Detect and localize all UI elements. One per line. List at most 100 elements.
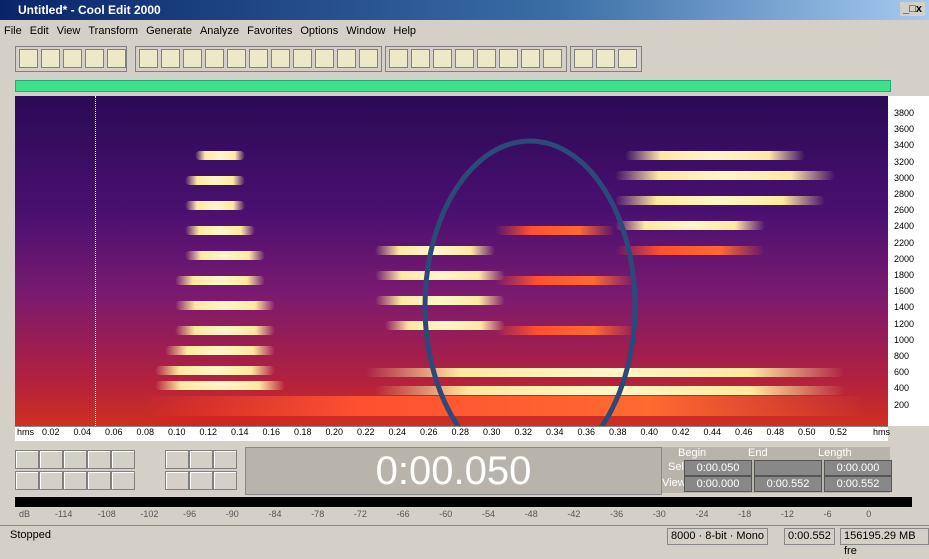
selection-header: Length	[818, 447, 852, 459]
zoom-left-button[interactable]	[189, 471, 213, 490]
window-controls[interactable]: _□x	[900, 2, 925, 16]
menu-item[interactable]: View	[57, 25, 81, 37]
zoom-out-button[interactable]	[189, 450, 213, 469]
toolbar-button[interactable]	[293, 49, 312, 68]
menu-item[interactable]: Analyze	[200, 25, 239, 37]
meter-label: -36	[610, 509, 623, 519]
meter-label: -60	[439, 509, 452, 519]
toolbar-button[interactable]	[85, 49, 104, 68]
forward-button[interactable]	[63, 471, 87, 490]
time-label: 0.08	[137, 427, 155, 437]
pause-button[interactable]	[63, 450, 87, 469]
go-start-button[interactable]	[15, 471, 39, 490]
toolbar-button[interactable]	[139, 49, 158, 68]
time-label: 0.50	[798, 427, 816, 437]
time-label: 0.02	[42, 427, 60, 437]
selection-header: Begin	[678, 447, 706, 459]
meter-scale: dB-114-108-102-96-90-84-78-72-66-60-54-4…	[15, 508, 912, 522]
status-length: 0:00.552	[784, 528, 835, 545]
toolbar-button[interactable]	[337, 49, 356, 68]
time-label: 0.46	[735, 427, 753, 437]
zoom-full-button[interactable]	[213, 450, 237, 469]
frequency-label: 400	[894, 383, 909, 393]
time-label: 0.20	[326, 427, 344, 437]
toolbar-button[interactable]	[521, 49, 540, 68]
status-free: 156195.29 MB fre	[840, 528, 929, 545]
record-button[interactable]	[111, 471, 135, 490]
rewind-button[interactable]	[39, 471, 63, 490]
play-button[interactable]	[39, 450, 63, 469]
toolbar-button[interactable]	[499, 49, 518, 68]
go-end-button[interactable]	[87, 471, 111, 490]
toolbar-button[interactable]	[19, 49, 38, 68]
meter-label: -102	[140, 509, 158, 519]
selection-row-label: Sel	[668, 461, 684, 473]
menu-item[interactable]: Window	[346, 25, 385, 37]
meter-label: -30	[653, 509, 666, 519]
meter-label: -66	[397, 509, 410, 519]
toolbar-button[interactable]	[411, 49, 430, 68]
menu-item[interactable]: Options	[300, 25, 338, 37]
zoom-sel-button[interactable]	[165, 471, 189, 490]
toolbar-button[interactable]	[455, 49, 474, 68]
selection-row-label: View	[662, 477, 686, 489]
menu-item[interactable]: Edit	[30, 25, 49, 37]
toolbar-button[interactable]	[574, 49, 593, 68]
toolbar-button[interactable]	[618, 49, 637, 68]
selection-field[interactable]: 0:00.050	[684, 460, 752, 476]
toolbar-button[interactable]	[63, 49, 82, 68]
toolbar-button[interactable]	[161, 49, 180, 68]
time-label: 0.22	[357, 427, 375, 437]
toolbar-button[interactable]	[596, 49, 615, 68]
maximize[interactable]: □	[909, 3, 916, 15]
toolbar-button[interactable]	[227, 49, 246, 68]
menu-item[interactable]: Generate	[146, 25, 192, 37]
toolbar-button[interactable]	[315, 49, 334, 68]
frequency-label: 1000	[894, 335, 914, 345]
toolbar-button[interactable]	[271, 49, 290, 68]
time-label: 0.10	[168, 427, 186, 437]
toolbar-button[interactable]	[433, 49, 452, 68]
frequency-label: 2400	[894, 221, 914, 231]
meter-label: -12	[781, 509, 794, 519]
toolbar-button[interactable]	[41, 49, 60, 68]
toolbar-button[interactable]	[249, 49, 268, 68]
toolbar-button[interactable]	[477, 49, 496, 68]
selection-field[interactable]: 0:00.000	[684, 476, 752, 492]
loop-button[interactable]	[111, 450, 135, 469]
selection-field[interactable]: 0:00.552	[754, 476, 822, 492]
toolbar-button[interactable]	[205, 49, 224, 68]
meter-label: -42	[567, 509, 580, 519]
selection-field[interactable]: 0:00.000	[824, 460, 892, 476]
toolbar-button[interactable]	[107, 49, 126, 68]
selection-field[interactable]	[754, 460, 822, 476]
toolbar-button[interactable]	[183, 49, 202, 68]
frequency-label: 2800	[894, 189, 914, 199]
meter-label: -48	[525, 509, 538, 519]
stop-button[interactable]	[15, 450, 39, 469]
close[interactable]: x	[916, 3, 922, 15]
frequency-label: 1800	[894, 270, 914, 280]
spectrogram[interactable]	[15, 96, 888, 426]
menu-item[interactable]: Transform	[88, 25, 138, 37]
menu-bar: File Edit View Transform Generate Analyze Favo…	[0, 22, 420, 40]
zoom-right-button[interactable]	[213, 471, 237, 490]
menu-item[interactable]: Favorites	[247, 25, 292, 37]
app-window: Untitled* - Cool Edit 2000 _□x FileEditV…	[0, 0, 929, 544]
meter-label: -72	[354, 509, 367, 519]
play-to-end-button[interactable]	[87, 450, 111, 469]
frequency-label: 2600	[894, 205, 914, 215]
selection-field[interactable]: 0:00.552	[824, 476, 892, 492]
menu-item[interactable]: Help	[393, 25, 416, 37]
toolbar-button[interactable]	[543, 49, 562, 68]
zoom-in-button[interactable]	[165, 450, 189, 469]
meter-label: -108	[98, 509, 116, 519]
toolbar-button[interactable]	[359, 49, 378, 68]
frequency-label: 2000	[894, 254, 914, 264]
menu-item[interactable]: File	[4, 25, 22, 37]
toolbar-button[interactable]	[389, 49, 408, 68]
frequency-label: 3400	[894, 140, 914, 150]
overview-bar[interactable]	[15, 80, 891, 92]
